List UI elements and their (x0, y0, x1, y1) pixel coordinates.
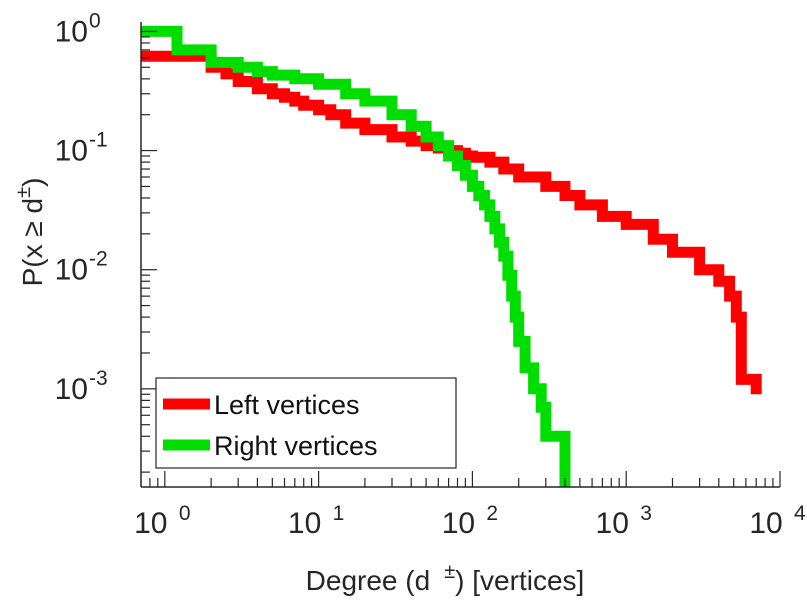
x-tick-exponent: 1 (333, 502, 345, 525)
ticks-layer (141, 30, 781, 487)
x-tick-label: 10 (749, 507, 782, 540)
y-tick-label: 10 (55, 373, 88, 406)
x-tick-exponent: 4 (794, 502, 806, 525)
legend-box (155, 377, 457, 469)
y-tick-exponent: -2 (89, 248, 108, 271)
series-line-left-vertices (141, 50, 762, 395)
x-tick-label: 10 (442, 507, 475, 540)
x-tick-exponent: 3 (640, 502, 652, 525)
axes-layer (140, 22, 780, 488)
tick-labels-layer: 10 0 10 1 10 2 10 3 10 410 010 -110 -210 -3 (55, 9, 806, 540)
x-tick-exponent: 2 (486, 502, 498, 525)
series-layer (141, 25, 762, 487)
x-tick-exponent: 0 (179, 502, 191, 525)
y-axis-label: P(x ≥ d±) (13, 178, 48, 287)
legend-label-left: Left vertices (214, 390, 360, 420)
series-line-right-vertices (141, 25, 571, 487)
x-tick-label: 10 (134, 507, 167, 540)
y-tick-exponent: -1 (89, 129, 108, 152)
y-tick-label: 10 (55, 254, 88, 287)
y-tick-label: 10 (55, 15, 88, 48)
y-tick-exponent: -3 (89, 367, 108, 390)
x-tick-label: 10 (596, 507, 629, 540)
legend-label-right: Right vertices (214, 431, 378, 461)
y-tick-label: 10 (55, 135, 88, 168)
x-axis-label: Degree (d ±) [vertices] (306, 561, 585, 596)
y-tick-exponent: 0 (89, 9, 101, 32)
legend: Left vertices Right vertices (155, 377, 457, 469)
x-tick-label: 10 (288, 507, 321, 540)
